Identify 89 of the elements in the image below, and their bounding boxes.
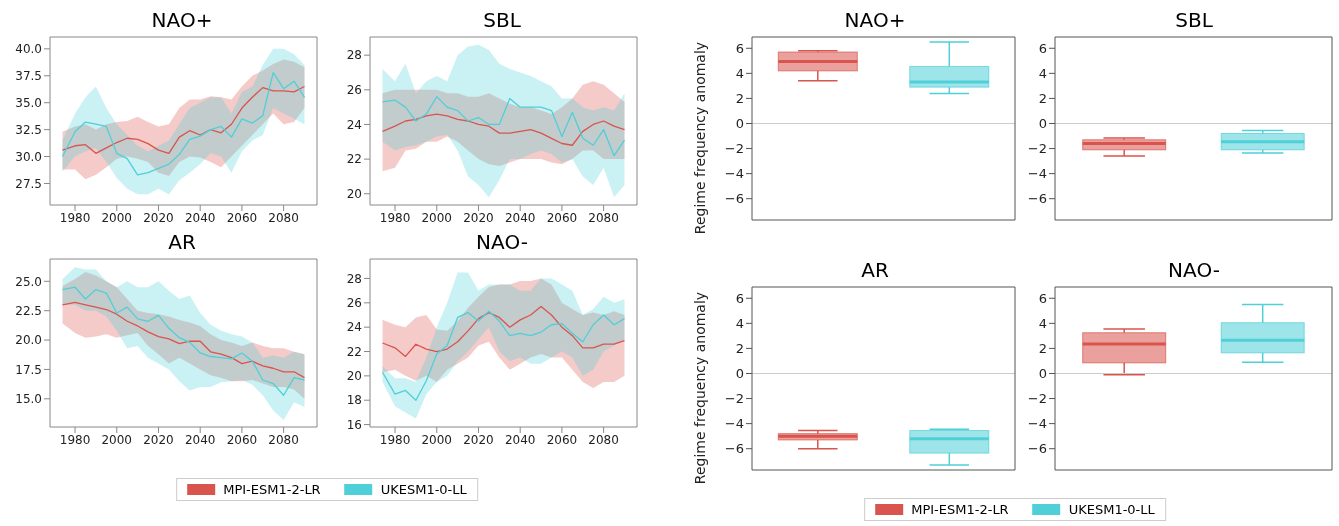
- x-tick-label: 2040: [184, 210, 216, 225]
- x-tick-label: 2060: [546, 210, 578, 225]
- y-tick-label: −6: [1027, 191, 1047, 207]
- x-tick-label: 2080: [268, 432, 299, 447]
- y-tick-label: 2: [1038, 91, 1047, 107]
- y-tick-label: −6: [724, 191, 744, 207]
- x-tick-label: 2060: [226, 210, 258, 225]
- y-tick-label: 6: [735, 290, 744, 306]
- chart-title: SBL: [1174, 8, 1214, 32]
- y-tick-label: 28: [346, 48, 362, 63]
- y-tick-label: 6: [1038, 290, 1047, 306]
- y-tick-label: −2: [1027, 141, 1047, 157]
- y-tick-label: 22.5: [15, 303, 42, 318]
- y-tick-label: −2: [724, 141, 744, 157]
- y-tick-label: 27.5: [15, 176, 42, 191]
- y-tick-label: 32.5: [15, 122, 42, 137]
- y-tick-label: 25.0: [15, 274, 42, 289]
- x-tick-label: 2080: [588, 432, 619, 447]
- y-tick-label: 4: [735, 315, 744, 331]
- y-tick-label: 4: [1038, 65, 1047, 81]
- y-tick-label: 16: [346, 417, 362, 432]
- y-tick-label: 6: [1038, 40, 1047, 56]
- y-tick-label: 24: [346, 117, 362, 132]
- x-tick-label: 2020: [143, 210, 174, 225]
- y-tick-label: 22: [346, 344, 362, 359]
- x-tick-label: 2020: [463, 210, 494, 225]
- y-tick-label: 15.0: [15, 392, 42, 407]
- legend-label: UKESM1-0-LL: [1068, 502, 1155, 517]
- y-tick-label: 18: [346, 393, 362, 408]
- x-tick-label: 1980: [379, 432, 411, 447]
- chart-title: AR: [860, 258, 890, 282]
- y-tick-label: 0: [735, 116, 744, 132]
- y-tick-label: 28: [346, 271, 362, 286]
- chart-title: NAO-: [1167, 258, 1221, 282]
- x-tick-label: 2080: [588, 210, 619, 225]
- x-tick-label: 2040: [504, 210, 536, 225]
- legend-label: UKESM1-0-LL: [380, 482, 467, 497]
- y-tick-label: −4: [1027, 166, 1047, 182]
- y-axis-title: Regime frequency anomaly: [692, 41, 708, 235]
- x-tick-label: 2080: [268, 210, 299, 225]
- x-tick-label: 2060: [546, 432, 578, 447]
- chart-title: NAO+: [150, 8, 214, 32]
- y-tick-label: 2: [1038, 341, 1047, 357]
- x-tick-label: 1980: [59, 432, 91, 447]
- x-tick-label: 1980: [59, 210, 91, 225]
- y-tick-label: −2: [1027, 391, 1047, 407]
- y-tick-label: 17.5: [15, 362, 42, 377]
- x-tick-label: 2020: [463, 432, 494, 447]
- y-tick-label: 6: [735, 40, 744, 56]
- y-axis-title: Regime frequency anomaly: [692, 291, 708, 485]
- legend-label: MPI-ESM1-2-LR: [223, 482, 321, 497]
- x-tick-label: 1980: [379, 210, 411, 225]
- y-tick-label: 35.0: [15, 95, 42, 110]
- x-tick-label: 2040: [184, 432, 216, 447]
- y-tick-label: −4: [724, 416, 744, 432]
- y-tick-label: 40.0: [15, 42, 42, 57]
- chart-title: SBL: [482, 8, 522, 32]
- y-tick-label: −4: [724, 166, 744, 182]
- y-tick-label: 20: [346, 187, 362, 201]
- x-tick-label: 2000: [101, 432, 133, 447]
- chart-title: NAO-: [475, 230, 529, 254]
- y-tick-label: −4: [1027, 416, 1047, 432]
- x-tick-label: 2000: [421, 210, 453, 225]
- x-tick-label: 2000: [101, 210, 133, 225]
- chart-title: NAO+: [843, 8, 907, 32]
- y-tick-label: 0: [735, 366, 744, 382]
- y-tick-label: −6: [724, 441, 744, 457]
- y-tick-label: 4: [1038, 315, 1047, 331]
- y-tick-label: 22: [346, 152, 362, 167]
- chart-title: AR: [167, 230, 197, 254]
- y-tick-label: 2: [735, 341, 744, 357]
- y-tick-label: 26: [346, 296, 362, 311]
- y-tick-label: −6: [1027, 441, 1047, 457]
- y-tick-label: 4: [735, 65, 744, 81]
- y-tick-label: 0: [1038, 366, 1047, 382]
- y-tick-label: −2: [724, 391, 744, 407]
- y-tick-label: 30.0: [15, 149, 42, 164]
- x-tick-label: 2040: [504, 432, 536, 447]
- legend-label: MPI-ESM1-2-LR: [911, 502, 1009, 517]
- y-tick-label: 37.5: [15, 69, 42, 84]
- y-tick-label: 2: [735, 91, 744, 107]
- y-tick-label: 0: [1038, 116, 1047, 132]
- x-tick-label: 2060: [226, 432, 258, 447]
- y-tick-label: 20: [346, 369, 362, 384]
- y-tick-label: 26: [346, 83, 362, 98]
- y-tick-label: 20.0: [15, 333, 42, 348]
- x-tick-label: 2000: [421, 432, 453, 447]
- x-tick-label: 2020: [143, 432, 174, 447]
- y-tick-label: 24: [346, 320, 362, 335]
